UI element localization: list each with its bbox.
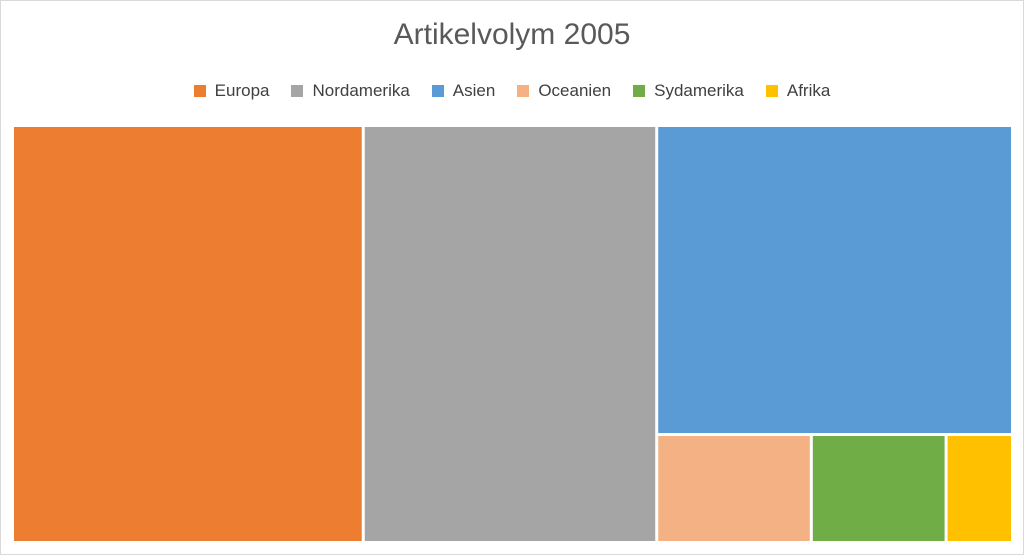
treemap-tile-europa bbox=[14, 127, 362, 541]
legend-item-asien: Asien bbox=[431, 81, 496, 101]
legend-swatch-sydamerika bbox=[633, 85, 646, 97]
treemap-tile-sydamerika bbox=[812, 436, 945, 541]
legend-swatch-afrika bbox=[765, 85, 778, 97]
legend-swatch-asien bbox=[431, 85, 444, 97]
treemap-tile-nordamerika bbox=[364, 127, 656, 541]
legend-label-sydamerika: Sydamerika bbox=[654, 81, 744, 100]
treemap-tile-afrika bbox=[947, 436, 1011, 541]
legend-item-afrika: Afrika bbox=[765, 81, 831, 101]
legend-item-oceanien: Oceanien bbox=[517, 81, 611, 101]
legend-swatch-nordamerika bbox=[291, 85, 304, 97]
legend-label-afrika: Afrika bbox=[786, 81, 831, 100]
legend-item-sydamerika: Sydamerika bbox=[633, 81, 744, 101]
legend: Europa Nordamerika Asien Oceanien Sydame… bbox=[1, 79, 1023, 103]
legend-swatch-oceanien bbox=[517, 85, 530, 97]
legend-label-asien: Asien bbox=[452, 81, 496, 100]
treemap-tile-asien bbox=[658, 127, 1011, 434]
chart-title: Artikelvolym 2005 bbox=[393, 18, 631, 51]
legend-label-nordamerika: Nordamerika bbox=[312, 81, 410, 100]
legend-item-nordamerika: Nordamerika bbox=[291, 81, 410, 101]
treemap-tile-oceanien bbox=[658, 436, 810, 541]
legend-label-oceanien: Oceanien bbox=[538, 81, 612, 100]
legend-label-europa: Europa bbox=[214, 81, 270, 100]
legend-item-europa: Europa bbox=[193, 81, 270, 101]
legend-swatch-europa bbox=[193, 85, 206, 97]
